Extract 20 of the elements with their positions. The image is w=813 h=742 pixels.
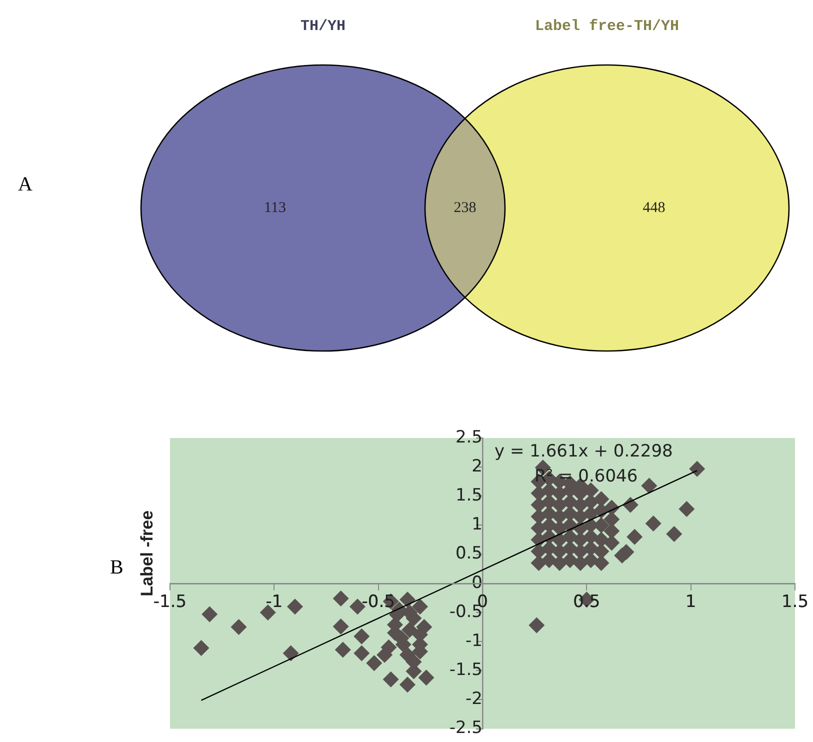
x-tick-label: -1 (266, 592, 283, 612)
y-tick-label: 1.5 (455, 486, 482, 506)
y-tick-label: -2 (466, 689, 482, 710)
x-tick-label: 1 (685, 592, 696, 612)
y-tick-label: -1.5 (449, 660, 482, 680)
text: B (110, 556, 124, 578)
data-label: 113 (264, 200, 286, 216)
y-tick-label: 1 (472, 514, 482, 535)
text: A (18, 173, 33, 196)
data-label: 238 (454, 200, 476, 216)
data-label: 448 (642, 200, 666, 216)
text: Label free-TH/YH (534, 18, 680, 35)
annotation: y = 1.661x + 0.2298 (494, 441, 673, 462)
y-tick-label: 2.5 (455, 427, 482, 448)
text: TH/YH (300, 18, 346, 35)
y-tick-label: 2 (472, 456, 482, 476)
y-tick-label: -2.5 (449, 718, 482, 738)
y-tick-label: -1 (466, 630, 482, 651)
y-tick-label: 0.5 (455, 544, 482, 564)
x-tick-label: 1.5 (781, 592, 809, 612)
